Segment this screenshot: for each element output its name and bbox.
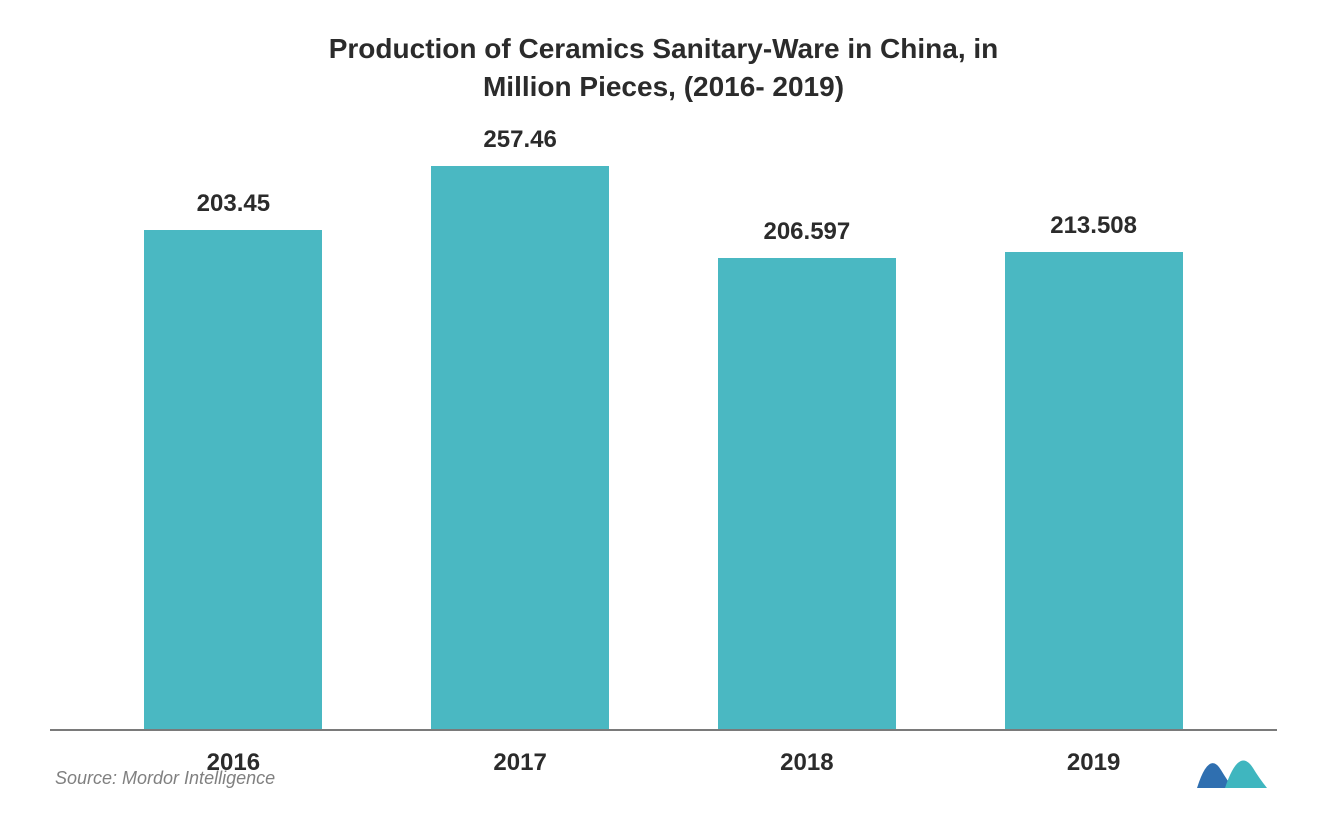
chart-title: Production of Ceramics Sanitary-Ware in …	[329, 30, 999, 106]
plot-area: 203.45 257.46 206.597 213.508	[50, 126, 1277, 731]
bar-value-label: 203.45	[197, 190, 270, 218]
bar-value-label: 257.46	[483, 126, 556, 154]
bar	[718, 258, 896, 729]
mordor-logo	[1197, 750, 1267, 793]
bar-value-label: 206.597	[763, 218, 850, 246]
bar	[431, 166, 609, 729]
x-axis-tick: 2018	[664, 749, 951, 777]
chart-title-line1: Production of Ceramics Sanitary-Ware in …	[329, 33, 999, 64]
bar-slot: 257.46	[377, 126, 664, 729]
bar	[1005, 252, 1183, 729]
bar-slot: 203.45	[90, 126, 377, 729]
source-attribution: Source: Mordor Intelligence	[55, 768, 275, 789]
x-axis-tick: 2017	[377, 749, 664, 777]
chart-title-line2: Million Pieces, (2016- 2019)	[483, 71, 844, 102]
bar-slot: 213.508	[950, 126, 1237, 729]
bar-chart: Production of Ceramics Sanitary-Ware in …	[50, 30, 1277, 777]
x-axis-tick: 2019	[950, 749, 1237, 777]
bar	[144, 230, 322, 729]
bar-value-label: 213.508	[1050, 212, 1137, 240]
bar-slot: 206.597	[664, 126, 951, 729]
